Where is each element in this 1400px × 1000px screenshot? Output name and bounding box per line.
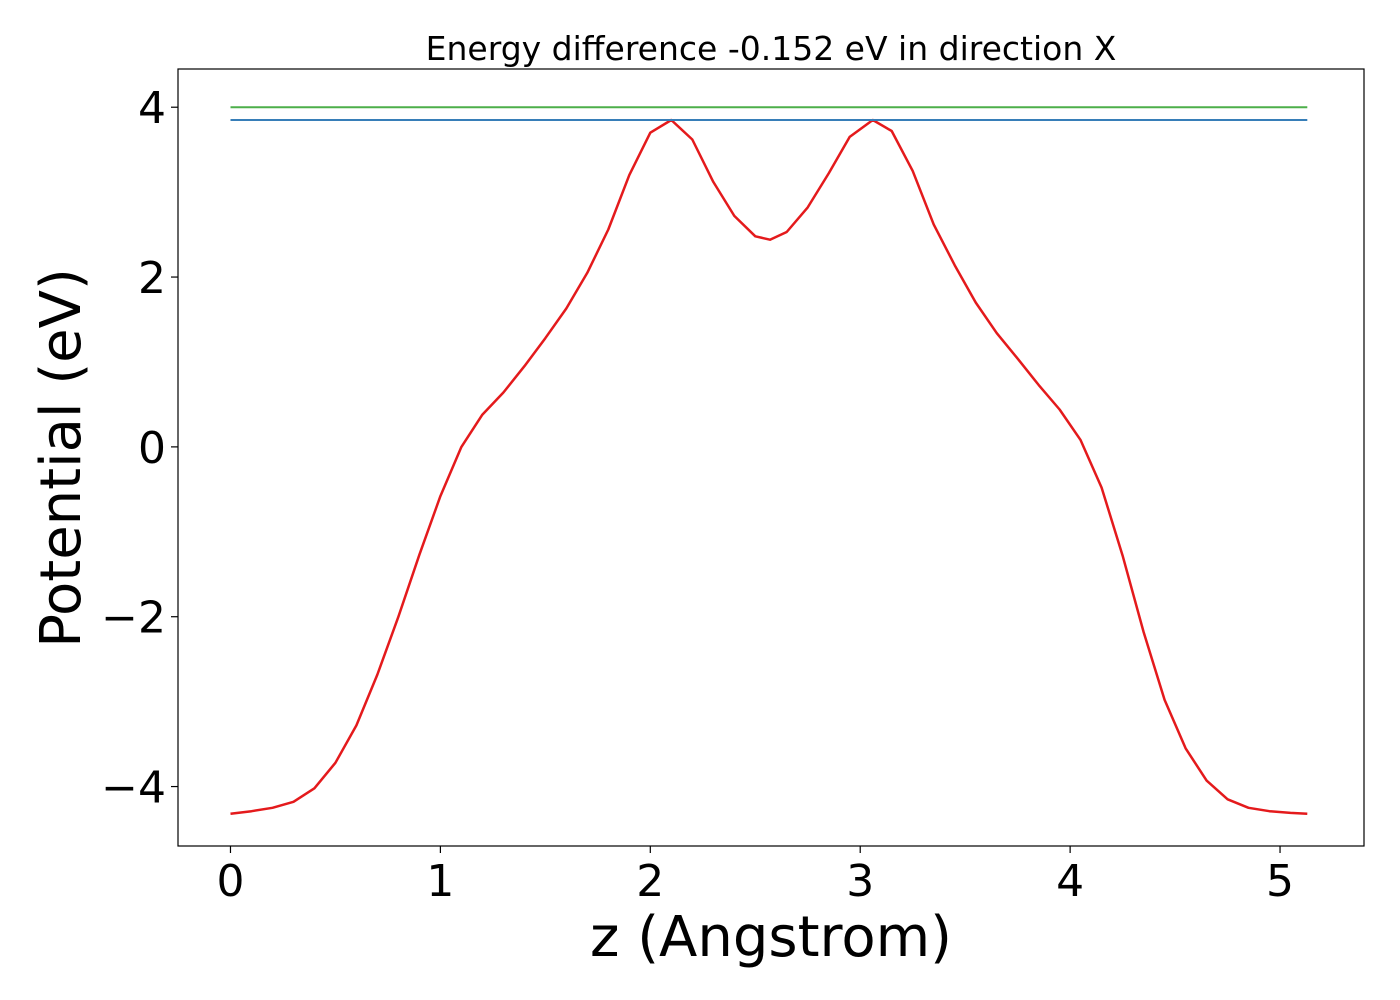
x-tick-label: 1 [426, 856, 454, 907]
x-tick-label: 0 [216, 856, 244, 907]
x-tick-label: 4 [1056, 856, 1084, 907]
y-tick-label: 4 [138, 83, 166, 134]
x-tick-label: 5 [1266, 856, 1294, 907]
x-axis: 0 1 2 3 4 5 [216, 846, 1294, 907]
series-layer [230, 106, 1308, 815]
plot-frame [177, 68, 1365, 847]
series-line-1 [230, 118, 1308, 815]
y-tick-label: 0 [138, 423, 166, 474]
chart-title: Energy difference -0.152 eV in direction… [426, 29, 1117, 68]
y-axis-label: Potential (eV) [29, 268, 94, 648]
x-axis-label: z (Angstrom) [590, 905, 952, 970]
y-tick-label: −4 [101, 763, 166, 814]
x-tick-label: 2 [636, 856, 664, 907]
y-tick-label: −2 [101, 593, 166, 644]
y-tick-label: 2 [138, 253, 166, 304]
y-axis: −4 −2 0 2 4 [101, 83, 178, 814]
x-tick-label: 3 [846, 856, 874, 907]
